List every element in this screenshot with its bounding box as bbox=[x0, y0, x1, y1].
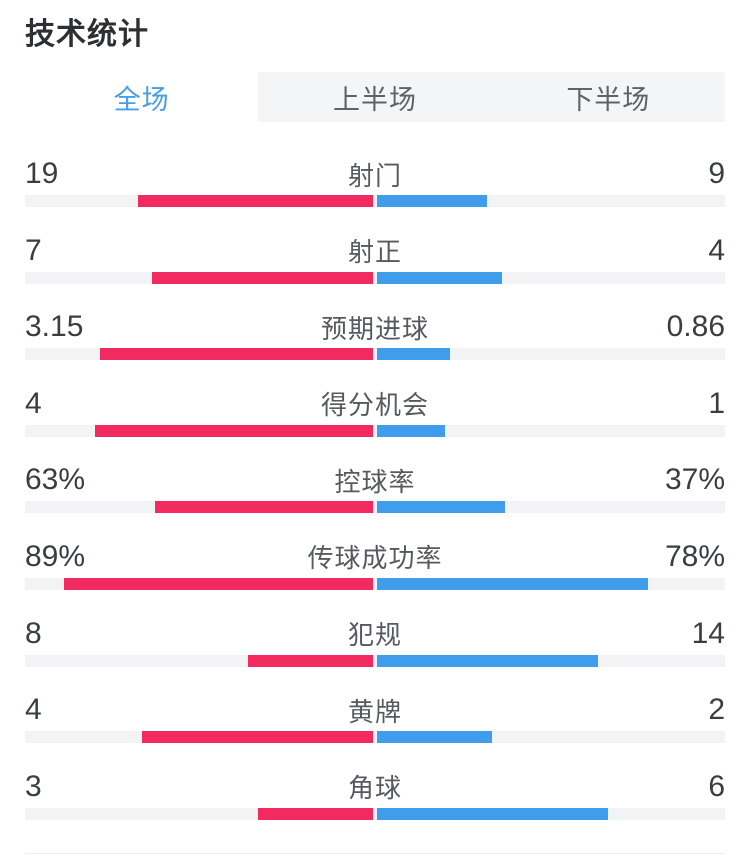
period-tab-bar: 全场 上半场 下半场 bbox=[25, 72, 725, 122]
page-title: 技术统计 bbox=[25, 18, 149, 51]
stat-line: 19 射门 9 bbox=[25, 157, 725, 191]
stat-line: 63% 控球率 37% bbox=[25, 463, 725, 497]
stat-line: 89% 传球成功率 78% bbox=[25, 540, 725, 574]
stat-row-yellow-cards: 4 黄牌 2 bbox=[25, 670, 725, 747]
stat-label: 得分机会 bbox=[320, 390, 429, 421]
bar-track bbox=[25, 348, 725, 361]
stat-row-big-chances: 4 得分机会 1 bbox=[25, 364, 725, 441]
away-bar bbox=[377, 577, 648, 590]
home-bar bbox=[152, 271, 373, 284]
home-value: 3.15 bbox=[25, 310, 84, 344]
bar-track bbox=[25, 501, 725, 514]
stat-row-shots: 19 射门 9 bbox=[25, 134, 725, 211]
home-value: 8 bbox=[25, 616, 42, 650]
home-value: 4 bbox=[25, 386, 42, 420]
tab-full-match[interactable]: 全场 bbox=[25, 72, 259, 122]
away-value: 4 bbox=[708, 233, 725, 267]
away-value: 6 bbox=[708, 769, 725, 803]
away-bar bbox=[377, 271, 503, 284]
stat-label: 角球 bbox=[347, 773, 402, 804]
home-value: 19 bbox=[25, 157, 59, 190]
away-value: 1 bbox=[708, 386, 725, 420]
home-bar bbox=[137, 195, 373, 207]
home-value: 7 bbox=[25, 233, 42, 267]
home-value: 63% bbox=[25, 463, 86, 497]
home-bar bbox=[247, 654, 373, 667]
away-value: 37% bbox=[664, 463, 725, 497]
home-value: 3 bbox=[25, 769, 42, 803]
stat-line: 4 黄牌 2 bbox=[25, 693, 725, 727]
stat-line: 7 射正 4 bbox=[25, 234, 725, 268]
stat-row-expected-goals: 3.15 预期进球 0.86 bbox=[25, 287, 725, 364]
bar-track bbox=[25, 577, 725, 590]
away-bar bbox=[377, 807, 609, 820]
home-bar bbox=[100, 348, 373, 361]
tab-first-half[interactable]: 上半场 bbox=[332, 84, 417, 115]
stat-label: 射正 bbox=[347, 237, 402, 268]
stat-label: 预期进球 bbox=[320, 313, 429, 344]
stat-line: 4 得分机会 1 bbox=[25, 387, 725, 421]
away-value: 0.86 bbox=[666, 310, 725, 344]
away-bar bbox=[377, 501, 505, 514]
bar-track bbox=[25, 271, 725, 284]
away-bar bbox=[377, 654, 598, 667]
home-value: 89% bbox=[25, 539, 86, 573]
stats-list: 19 射门 9 7 射正 4 3.15 预期进球 0.86 4 得分机会 1 63% 控球率 37% 89% 传… bbox=[25, 134, 725, 823]
bar-track bbox=[25, 195, 725, 207]
away-bar bbox=[377, 348, 451, 361]
bottom-divider bbox=[25, 853, 725, 855]
away-bar bbox=[377, 731, 492, 744]
home-bar bbox=[95, 424, 373, 437]
stat-row-shots-on-target: 7 射正 4 bbox=[25, 211, 725, 288]
stat-line: 3.15 预期进球 0.86 bbox=[25, 310, 725, 344]
away-bar bbox=[377, 424, 445, 437]
bar-track bbox=[25, 654, 725, 667]
stat-line: 8 犯规 14 bbox=[25, 617, 725, 651]
bar-track bbox=[25, 807, 725, 820]
tab-second-half[interactable]: 下半场 bbox=[566, 84, 651, 115]
home-value: 4 bbox=[25, 693, 42, 727]
stat-label: 射门 bbox=[347, 160, 402, 191]
stat-line: 3 角球 6 bbox=[25, 770, 725, 804]
away-value: 78% bbox=[664, 539, 725, 573]
home-bar bbox=[63, 577, 373, 590]
stat-label: 控球率 bbox=[334, 466, 416, 497]
stat-row-fouls: 8 犯规 14 bbox=[25, 594, 725, 671]
stat-row-corners: 3 角球 6 bbox=[25, 747, 725, 824]
away-value: 2 bbox=[708, 693, 725, 727]
home-bar bbox=[154, 501, 373, 514]
stat-label: 犯规 bbox=[347, 620, 402, 651]
home-bar bbox=[258, 807, 373, 820]
stat-label: 黄牌 bbox=[347, 696, 402, 727]
away-value: 14 bbox=[691, 616, 725, 650]
stat-row-pass-accuracy: 89% 传球成功率 78% bbox=[25, 517, 725, 594]
away-value: 9 bbox=[708, 157, 725, 190]
home-bar bbox=[141, 731, 373, 744]
stat-label: 传球成功率 bbox=[307, 543, 443, 574]
bar-track bbox=[25, 424, 725, 437]
stat-row-possession: 63% 控球率 37% bbox=[25, 440, 725, 517]
bar-track bbox=[25, 731, 725, 744]
away-bar bbox=[377, 195, 488, 207]
